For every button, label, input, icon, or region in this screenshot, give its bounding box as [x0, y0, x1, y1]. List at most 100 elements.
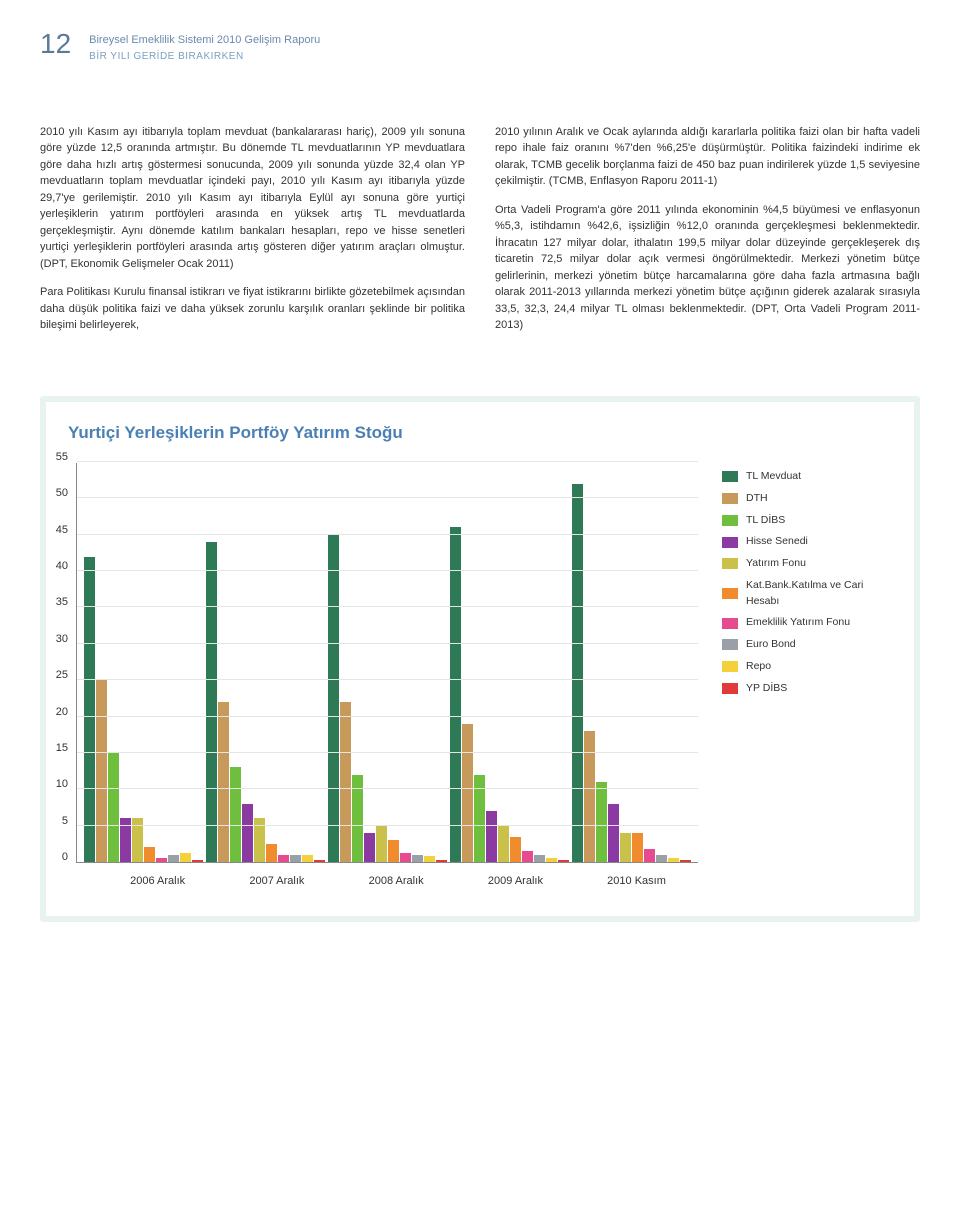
bar-group [328, 535, 447, 862]
bar [462, 724, 473, 862]
right-column: 2010 yılının Aralık ve Ocak aylarında al… [495, 124, 920, 346]
legend-label: Repo [746, 659, 771, 675]
bar [314, 860, 325, 862]
doc-title: Bireysel Emeklilik Sistemi 2010 Gelişim … [89, 32, 320, 49]
legend-item: DTH [722, 491, 892, 507]
legend-swatch [722, 493, 738, 504]
bar-group [84, 557, 203, 862]
bar [596, 782, 607, 862]
bar-group [572, 484, 691, 862]
plot-area: 5550454035302520151050 2006 Aralık 2007 A… [68, 463, 698, 890]
bar [364, 833, 375, 862]
bar [644, 849, 655, 862]
bar [546, 858, 557, 862]
legend-item: Emeklilik Yatırım Fonu [722, 615, 892, 631]
bar [572, 484, 583, 862]
page: 12 Bireysel Emeklilik Sistemi 2010 Geliş… [0, 0, 960, 962]
grid-line [77, 825, 698, 826]
body-paragraph: 2010 yılı Kasım ayı itibarıyla toplam me… [40, 124, 465, 273]
grid-line [77, 461, 698, 462]
grid-line [77, 679, 698, 680]
x-label: 2007 Aralık [249, 873, 304, 890]
bar [584, 731, 595, 862]
legend-swatch [722, 588, 738, 599]
bar [218, 702, 229, 862]
bar [278, 855, 289, 862]
bar [534, 855, 545, 862]
bar [376, 826, 387, 862]
page-number: 12 [40, 30, 71, 58]
legend-label: Euro Bond [746, 637, 796, 653]
legend-swatch [722, 558, 738, 569]
page-header: 12 Bireysel Emeklilik Sistemi 2010 Geliş… [40, 30, 920, 64]
bar [522, 851, 533, 862]
legend-label: TL Mevduat [746, 469, 801, 485]
legend-item: TL Mevduat [722, 469, 892, 485]
legend-item: TL DİBS [722, 513, 892, 529]
grid-line [77, 606, 698, 607]
bar [388, 840, 399, 862]
bar [486, 811, 497, 862]
x-label: 2008 Aralık [369, 873, 424, 890]
legend-swatch [722, 618, 738, 629]
legend-label: Emeklilik Yatırım Fonu [746, 615, 850, 631]
bar [680, 860, 691, 862]
bar [242, 804, 253, 862]
legend: TL Mevduat DTH TL DİBS Hisse Senedi Yatırım … [722, 463, 892, 702]
bar [510, 837, 521, 862]
y-axis: 5550454035302520151050 [68, 463, 76, 863]
legend-item: Kat.Bank.Katılma ve Cari Hesabı [722, 578, 892, 610]
legend-label: TL DİBS [746, 513, 785, 529]
bar [144, 847, 155, 862]
body-paragraph: Orta Vadeli Program'a göre 2011 yılında … [495, 202, 920, 334]
bar [108, 753, 119, 862]
legend-swatch [722, 537, 738, 548]
legend-item: Yatırım Fonu [722, 556, 892, 572]
left-column: 2010 yılı Kasım ayı itibarıyla toplam me… [40, 124, 465, 346]
grid-line [77, 752, 698, 753]
x-label: 2006 Aralık [130, 873, 185, 890]
grid-line [77, 534, 698, 535]
x-label: 2010 Kasım [607, 873, 666, 890]
bar [450, 527, 461, 862]
bar [302, 855, 313, 862]
legend-swatch [722, 661, 738, 672]
bar [290, 855, 301, 862]
chart-title: Yurtiçi Yerleşiklerin Portföy Yatırım St… [68, 420, 892, 446]
bar [156, 858, 167, 862]
legend-swatch [722, 639, 738, 650]
legend-label: Hisse Senedi [746, 534, 808, 550]
bar [608, 804, 619, 862]
bar [168, 855, 179, 862]
body-paragraph: Para Politikası Kurulu finansal istikrar… [40, 284, 465, 334]
legend-label: Kat.Bank.Katılma ve Cari Hesabı [746, 578, 892, 610]
bar [328, 535, 339, 862]
bar [424, 856, 435, 862]
bars-area [76, 463, 698, 863]
bar [230, 767, 241, 862]
bar [180, 853, 191, 862]
body-columns: 2010 yılı Kasım ayı itibarıyla toplam me… [40, 124, 920, 346]
bar [436, 860, 447, 862]
x-axis-labels: 2006 Aralık2007 Aralık2008 Aralık2009 Ar… [98, 873, 698, 890]
bar [620, 833, 631, 862]
header-titles: Bireysel Emeklilik Sistemi 2010 Gelişim … [89, 30, 320, 64]
doc-subtitle: BİR YILI GERİDE BIRAKIRKEN [89, 49, 320, 64]
grid-line [77, 788, 698, 789]
chart-container: Yurtiçi Yerleşiklerin Portföy Yatırım St… [40, 396, 920, 922]
bar [668, 858, 679, 862]
bar [656, 855, 667, 862]
bar [206, 542, 217, 862]
bar-groups [77, 463, 698, 862]
bar-group [206, 542, 325, 862]
legend-swatch [722, 683, 738, 694]
legend-swatch [722, 471, 738, 482]
plot-inner: 5550454035302520151050 [68, 463, 698, 863]
bar [340, 702, 351, 862]
bar [498, 826, 509, 862]
bar [400, 853, 411, 862]
bar [96, 680, 107, 862]
legend-item: Hisse Senedi [722, 534, 892, 550]
grid-line [77, 643, 698, 644]
legend-item: YP DİBS [722, 681, 892, 697]
